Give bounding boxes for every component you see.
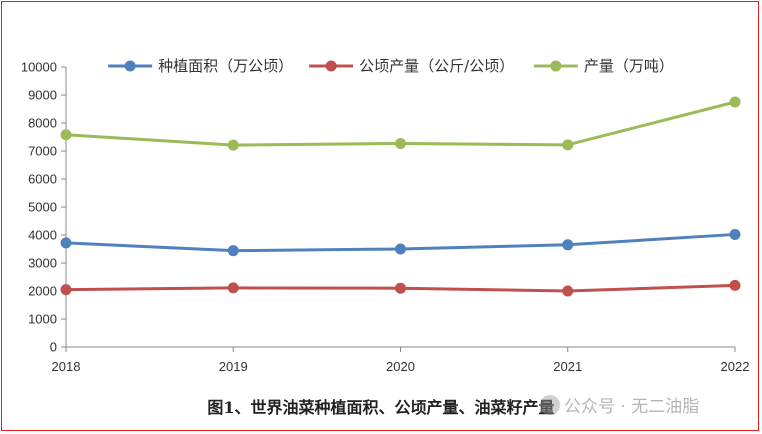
legend-marker <box>325 60 337 72</box>
y-tick-label: 10000 <box>21 60 57 75</box>
legend-item: 种植面积（万公顷） <box>108 57 293 75</box>
wechat-icon <box>540 395 560 415</box>
y-tick-label: 2000 <box>28 284 57 299</box>
x-axis: 2018 2019 2020 2021 2022 <box>52 346 750 374</box>
legend-label: 种植面积（万公顷） <box>158 57 293 75</box>
data-point <box>227 139 239 151</box>
y-tick-label: 8000 <box>28 116 57 131</box>
data-point <box>562 239 574 251</box>
y-tick-label: 3000 <box>28 256 57 271</box>
x-tick-label: 2022 <box>721 359 750 374</box>
data-point <box>395 282 406 294</box>
x-tick-label: 2018 <box>52 359 81 374</box>
series-2 <box>60 96 741 151</box>
data-point <box>562 139 574 151</box>
data-point <box>60 237 72 249</box>
x-tick-label: 2019 <box>219 359 248 374</box>
data-point <box>395 243 406 255</box>
data-point <box>60 129 72 141</box>
x-tick-label: 2020 <box>386 359 415 374</box>
data-point <box>729 279 741 291</box>
legend: 种植面积（万公顷） 公顷产量（公斤/公顷） 产量（万吨） <box>108 57 674 75</box>
y-tick-label: 6000 <box>28 172 57 187</box>
legend-label: 产量（万吨） <box>584 57 674 75</box>
legend-label: 公顷产量（公斤/公顷） <box>359 57 514 75</box>
y-tick-label: 7000 <box>28 144 57 159</box>
y-tick-label: 9000 <box>28 88 57 103</box>
data-point <box>729 96 741 108</box>
data-point <box>395 137 406 149</box>
plot-area <box>60 96 741 297</box>
data-point <box>227 245 239 257</box>
legend-item: 产量（万吨） <box>533 57 674 75</box>
watermark: 公众号 · 无二油脂 <box>540 392 699 417</box>
watermark-text: 公众号 · 无二油脂 <box>564 397 700 417</box>
legend-item: 公顷产量（公斤/公顷） <box>309 57 514 75</box>
y-tick-label: 1000 <box>28 312 57 327</box>
figure-caption: 图1、世界油菜种植面积、公顷产量、油菜籽产量 <box>207 398 555 417</box>
x-tick-label: 2021 <box>553 359 582 374</box>
series-0 <box>60 228 741 257</box>
data-point <box>227 282 239 294</box>
y-tick-label: 5000 <box>28 200 57 215</box>
y-tick-label: 0 <box>50 340 57 355</box>
data-point <box>729 228 741 240</box>
y-axis: 0 1000 2000 3000 4000 5000 6000 7000 8000 9000 100… <box>21 60 67 355</box>
y-tick-label: 4000 <box>28 228 57 243</box>
legend-marker <box>124 60 136 72</box>
data-point <box>562 285 574 297</box>
data-point <box>60 284 72 296</box>
series-1 <box>60 279 741 297</box>
legend-marker <box>550 60 562 72</box>
